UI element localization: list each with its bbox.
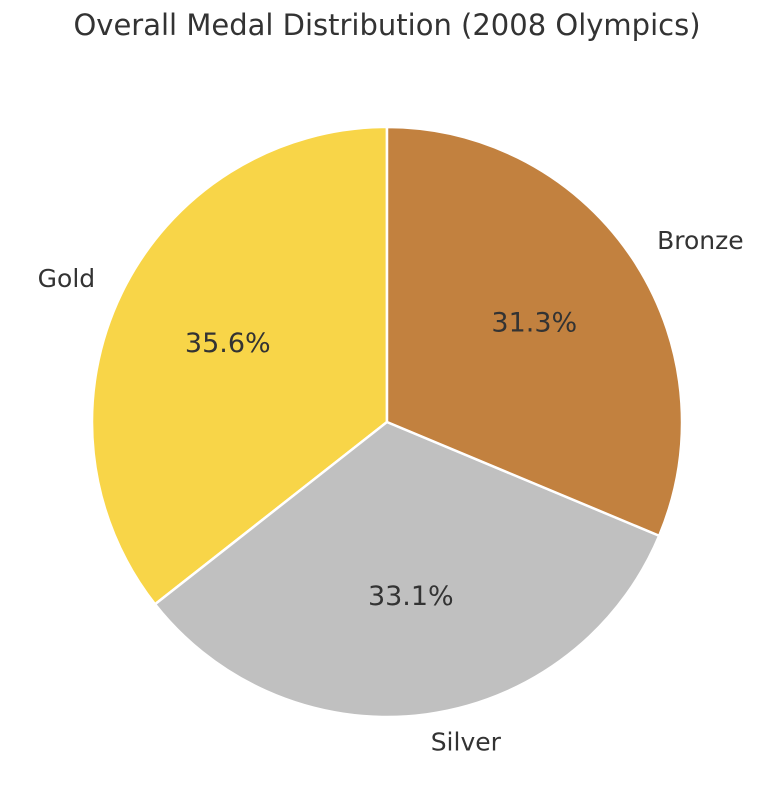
pie-slice-silver (153, 420, 661, 719)
pie-labels: Gold 35.6% Silver 33.1% Bronze 31.3% (38, 226, 744, 756)
pie-slice-bronze (385, 125, 684, 537)
percent-label-silver: 33.1% (368, 581, 454, 612)
pie-slice-gold (90, 125, 389, 606)
slice-label-silver: Silver (431, 728, 502, 757)
chart-title: Overall Medal Distribution (2008 Olympic… (73, 8, 700, 42)
slice-label-bronze: Bronze (657, 226, 744, 255)
slice-label-gold: Gold (38, 264, 95, 293)
pie-slices (90, 125, 684, 719)
percent-label-gold: 35.6% (185, 328, 271, 359)
percent-label-bronze: 31.3% (491, 307, 577, 338)
